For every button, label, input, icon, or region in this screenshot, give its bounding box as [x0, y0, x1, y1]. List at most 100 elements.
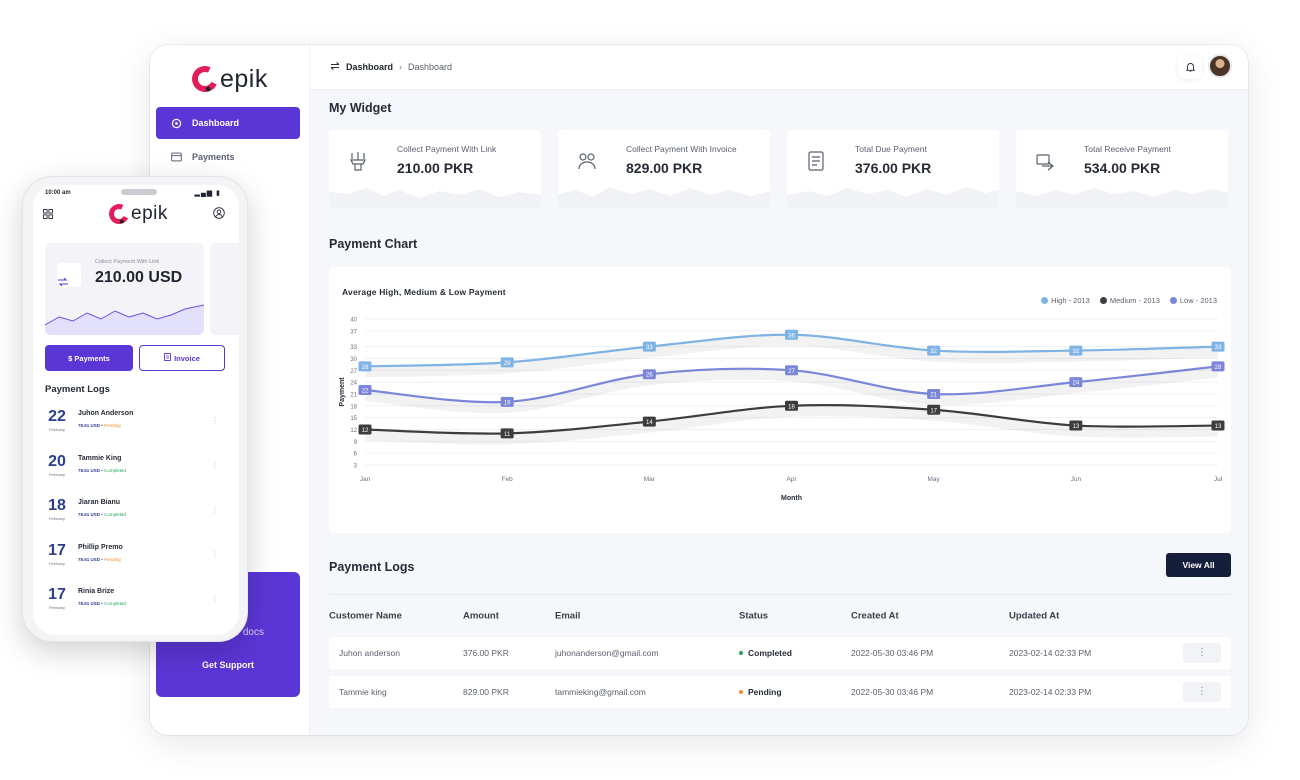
phone-payments-button[interactable]: $ Payments	[45, 345, 133, 371]
brand-logo[interactable]: epik	[188, 59, 268, 99]
log-month: February	[48, 472, 65, 477]
view-all-button[interactable]: View All	[1166, 553, 1231, 577]
log-day: 22	[48, 408, 66, 425]
x-tick-label: Jan	[360, 476, 371, 483]
legend-item[interactable]: Low - 2013	[1169, 296, 1217, 305]
cell-customer-name: Tammie king	[339, 687, 387, 697]
column-header: Updated At	[1009, 610, 1060, 621]
data-label-high: 32	[1072, 349, 1079, 355]
chart-title: Average High, Medium & Low Payment	[342, 287, 506, 297]
series-shadow-medium	[364, 406, 1219, 445]
data-point-medium	[500, 428, 514, 439]
cell-email: juhonanderson@gmail.com	[555, 648, 659, 658]
cell-email: tammieking@gmail.com	[555, 687, 646, 697]
link-payment-icon	[350, 152, 366, 171]
data-point-low	[1069, 377, 1083, 388]
log-name: Phillip Premo	[78, 544, 123, 551]
log-amount: 78.61 USD • Completed	[78, 512, 126, 517]
invoice-icon	[164, 353, 172, 363]
more-options-icon[interactable]: ⋮	[211, 505, 219, 514]
series-shadow-low	[364, 367, 1219, 414]
desktop-app: epik Dashboard Payments r docs Get Suppo…	[150, 45, 1248, 735]
widget-card[interactable]: Collect Payment With Link 210.00 PKR	[329, 130, 541, 208]
log-month: February	[48, 516, 65, 521]
status-label: Completed	[748, 648, 792, 658]
x-tick-label: Apr	[786, 476, 797, 483]
link-icon	[57, 263, 81, 287]
topbar: Dashboard › Dashboard	[310, 45, 1248, 90]
more-options-icon[interactable]: ⋮	[211, 550, 219, 559]
widgets-title: My Widget	[329, 101, 392, 115]
cell-customer-name: Juhon anderson	[339, 648, 400, 658]
data-point-medium	[358, 424, 372, 435]
y-tick-label: 15	[350, 416, 357, 422]
x-tick-label: May	[928, 476, 941, 483]
data-label-medium: 12	[362, 428, 369, 434]
log-amount: 78.61 USD • Pending	[78, 423, 121, 428]
data-point-low	[1211, 361, 1225, 372]
legend-item[interactable]: Medium - 2013	[1099, 296, 1160, 305]
grid-icon[interactable]	[43, 209, 53, 219]
list-item[interactable]: 17 February Phillip Premo 78.61 USD • Pe…	[45, 540, 225, 582]
more-options-icon[interactable]: ⋮	[1183, 643, 1221, 663]
notification-button[interactable]	[1178, 55, 1202, 79]
phone-invoice-button[interactable]: Invoice	[139, 345, 225, 371]
column-header: Status	[739, 610, 769, 621]
list-item[interactable]: 17 February Rinia Brize 78.61 USD • Comp…	[45, 584, 225, 626]
data-point-high	[1211, 341, 1225, 352]
y-tick-label: 24	[350, 381, 357, 387]
widget-card[interactable]: Total Due Payment 376.00 PKR	[787, 130, 999, 208]
widget-card[interactable]: Collect Payment With Invoice 829.00 PKR	[558, 130, 770, 208]
breadcrumb: Dashboard › Dashboard	[330, 62, 452, 72]
cell-created-at: 2022-05-30 03:46 PM	[851, 648, 934, 658]
log-day: 18	[48, 497, 66, 514]
sidebar-item-payments[interactable]: Payments	[156, 141, 300, 173]
legend-dot	[1041, 297, 1049, 304]
data-point-low	[642, 369, 656, 380]
y-tick-label: 30	[350, 357, 357, 363]
widget-label: Total Due Payment	[855, 144, 927, 154]
more-options-icon[interactable]: ⋮	[211, 461, 219, 470]
user-icon[interactable]	[213, 207, 225, 219]
bell-icon	[1185, 63, 1195, 72]
legend-label: Low - 2013	[1179, 296, 1217, 305]
data-label-low: 28	[1215, 365, 1222, 371]
payment-logs-title: Payment Logs	[329, 560, 415, 574]
more-options-icon[interactable]: ⋮	[211, 416, 219, 425]
log-amount-value: 78.61 USD	[78, 512, 101, 517]
log-day: 17	[48, 586, 66, 603]
data-point-high	[1069, 345, 1083, 356]
list-item[interactable]: 20 February Tammie King 78.61 USD • Comp…	[45, 451, 225, 493]
log-amount: 78.61 USD • Completed	[78, 601, 126, 606]
log-amount: 78.61 USD • Pending	[78, 557, 121, 562]
legend-item[interactable]: High - 2013	[1041, 296, 1090, 305]
phone-card-sparkline	[45, 304, 204, 335]
table-row[interactable]: Tammie king 829.00 PKR tammieking@gmail.…	[329, 676, 1231, 708]
widget-card[interactable]: Total Receive Payment 534.00 PKR	[1016, 130, 1228, 208]
widget-label: Total Receive Payment	[1084, 144, 1171, 154]
widget-label: Collect Payment With Link	[397, 144, 497, 154]
cell-updated-at: 2023-02-14 02:33 PM	[1009, 687, 1092, 697]
table-row[interactable]: Juhon anderson 376.00 PKR juhonanderson@…	[329, 637, 1231, 669]
y-tick-label: 21	[350, 392, 357, 398]
swap-icon[interactable]	[330, 62, 340, 72]
more-options-icon[interactable]: ⋮	[1183, 682, 1221, 702]
phone-next-card[interactable]	[210, 243, 239, 335]
get-support-button[interactable]: Get Support	[202, 660, 254, 670]
list-item[interactable]: 22 February Juhon Anderson 78.61 USD • P…	[45, 406, 225, 448]
widget-value: 210.00 PKR	[397, 160, 474, 176]
avatar[interactable]	[1208, 54, 1232, 78]
invoice-payment-icon	[578, 153, 596, 170]
data-point-low	[785, 365, 798, 376]
legend-label: High - 2013	[1051, 296, 1090, 305]
phone-payment-card[interactable]: Collect Payment With Link 210.00 USD	[45, 243, 204, 335]
sidebar-item-dashboard[interactable]: Dashboard	[156, 107, 300, 139]
data-label-low: 19	[504, 400, 511, 406]
data-label-low: 24	[1072, 381, 1079, 387]
list-item[interactable]: 18 February Jiaran Bianu 78.61 USD • Com…	[45, 495, 225, 537]
breadcrumb-parent[interactable]: Dashboard	[346, 62, 394, 72]
phone-mockup: 10:00 am ▂▄▆ ▮ epik Collect Payment With…	[22, 176, 248, 642]
more-options-icon[interactable]: ⋮	[211, 594, 219, 603]
y-axis-label: Payment	[339, 377, 346, 407]
widget-value: 829.00 PKR	[626, 160, 703, 176]
